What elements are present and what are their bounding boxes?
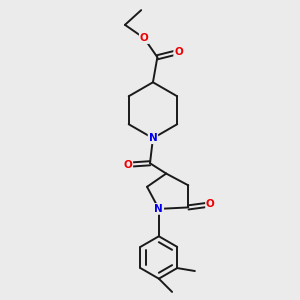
Text: O: O bbox=[124, 160, 132, 170]
Text: O: O bbox=[140, 33, 148, 43]
Text: N: N bbox=[148, 133, 157, 143]
Text: N: N bbox=[154, 204, 163, 214]
Text: O: O bbox=[174, 47, 183, 57]
Text: O: O bbox=[206, 200, 215, 209]
